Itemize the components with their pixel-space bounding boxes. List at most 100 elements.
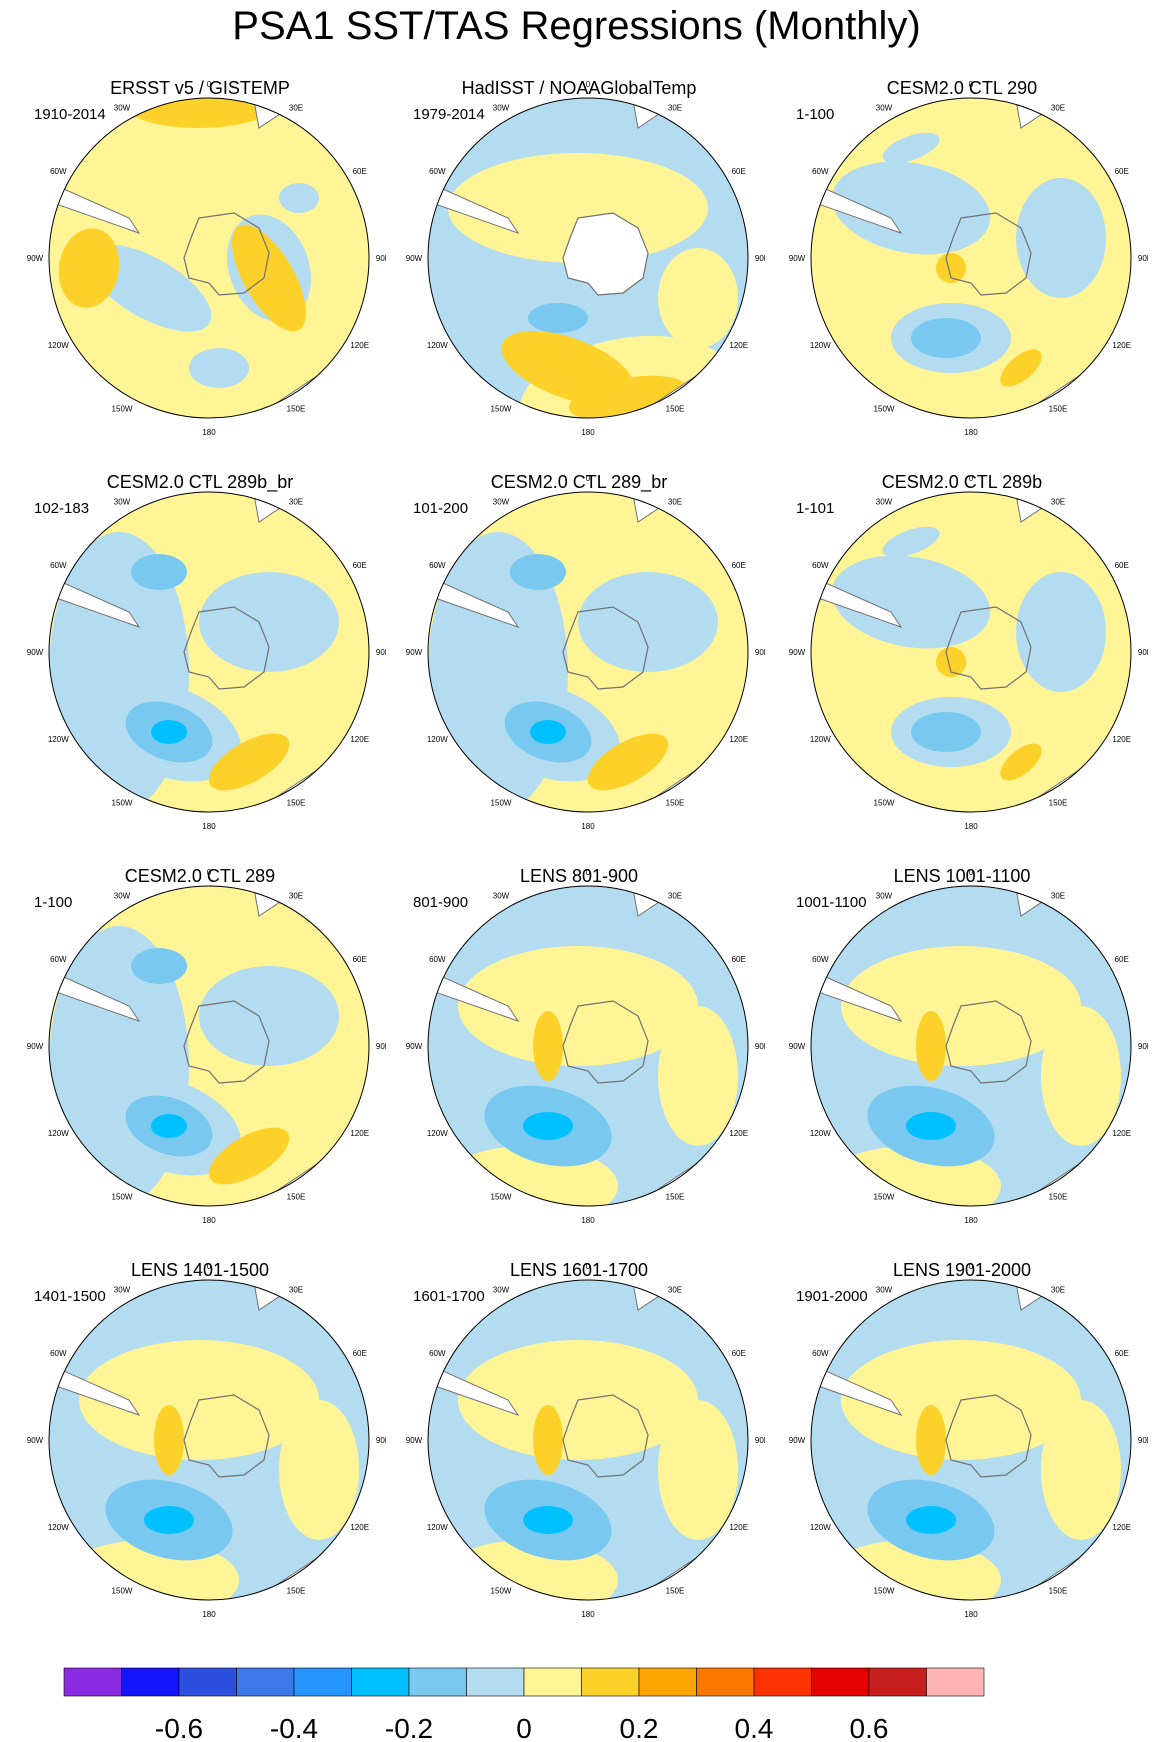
longitude-label: 150E [1049, 1587, 1068, 1596]
longitude-label: 120W [427, 735, 448, 744]
anomaly-region [151, 720, 187, 744]
south-america-land [811, 177, 903, 234]
colorbar-tick-label: 0.6 [850, 1713, 889, 1742]
longitude-label: 150W [491, 1193, 512, 1202]
field-background [49, 98, 369, 418]
colorbar-swatch [63, 1667, 122, 1697]
longitude-label: 180 [202, 1610, 216, 1619]
longitude-label: 60W [812, 167, 829, 176]
longitude-label: 60E [732, 1349, 746, 1358]
longitude-label: 60W [50, 1349, 67, 1358]
longitude-label: 150W [874, 1587, 895, 1596]
anomaly-region [154, 1405, 184, 1475]
colorbar-swatch [293, 1667, 352, 1697]
period-label: 1-101 [796, 500, 835, 517]
longitude-label: 150W [112, 405, 133, 414]
longitude-label: 90W [406, 1436, 423, 1445]
colorbar-swatch [581, 1667, 640, 1697]
south-america-land [811, 1359, 903, 1416]
longitude-label: 30E [1051, 891, 1065, 900]
longitude-label: 90W [406, 648, 423, 657]
period-label: 801-900 [413, 894, 469, 911]
anomaly-region [199, 572, 339, 672]
longitude-label: 0 [586, 474, 591, 483]
anomaly-region [528, 303, 588, 333]
south-america-land [811, 965, 903, 1022]
polar-map: 0 30E 60E 90E 120E 150E 180 150W 120W 90W 60W 30W [406, 80, 765, 437]
period-label: 1001-1100 [796, 894, 867, 911]
period-label: 1401-1500 [34, 1288, 106, 1305]
longitude-label: 60W [429, 167, 446, 176]
anomaly-region [882, 526, 940, 558]
colorbar-swatch [523, 1667, 582, 1697]
colorbar-swatch [121, 1667, 180, 1697]
longitude-label: 120W [810, 735, 831, 744]
anomaly-region [578, 572, 718, 672]
longitude-label: 120W [427, 1129, 448, 1138]
south-america-land [428, 177, 520, 234]
anomaly-region [587, 733, 669, 791]
longitude-label: 90W [789, 1436, 806, 1445]
longitude-label: 60W [429, 561, 446, 570]
south-america-land [428, 1359, 520, 1416]
longitude-label: 120E [1112, 735, 1131, 744]
longitude-label: 30E [289, 497, 303, 506]
longitude-label: 120W [48, 1523, 69, 1532]
panel-title: CESM2.0 CTL 290 [886, 78, 1038, 98]
colorbar-swatch [926, 1667, 985, 1697]
longitude-label: 90E [376, 1436, 386, 1445]
longitude-label: 60E [732, 167, 746, 176]
period-label: 1601-1700 [413, 1288, 485, 1305]
longitude-label: 150E [287, 1193, 306, 1202]
longitude-label: 150W [874, 799, 895, 808]
longitude-label: 150E [287, 405, 306, 414]
anomaly-region [658, 1400, 738, 1540]
longitude-label: 0 [969, 868, 974, 877]
longitude-label: 30E [289, 1285, 303, 1294]
south-america-land [428, 965, 520, 1022]
figure-title: PSA1 SST/TAS Regressions (Monthly) [232, 4, 921, 48]
longitude-label: 120E [350, 735, 369, 744]
longitude-label: 60E [1115, 955, 1129, 964]
longitude-label: 30E [1051, 497, 1065, 506]
colorbar-swatch [868, 1667, 927, 1697]
antarctica-coast [562, 1394, 649, 1478]
anomaly-region [530, 720, 566, 744]
longitude-label: 30W [493, 103, 510, 112]
longitude-label: 90E [1138, 254, 1148, 263]
longitude-label: 120E [350, 341, 369, 350]
longitude-label: 120W [427, 1523, 448, 1532]
antarctica-coast [945, 212, 1032, 296]
anomaly-region [131, 554, 187, 590]
anomaly-region [1041, 1006, 1121, 1146]
longitude-label: 30W [114, 497, 131, 506]
map-border [427, 97, 749, 419]
anomaly-region [911, 712, 981, 752]
panel-title: CESM2.0 CTL 289 [124, 866, 276, 886]
longitude-label: 90W [27, 1436, 44, 1445]
longitude-label: 60E [1115, 167, 1129, 176]
longitude-label: 90W [27, 254, 44, 263]
longitude-label: 60E [353, 167, 367, 176]
longitude-label: 180 [964, 428, 978, 437]
map-border [810, 1279, 1132, 1601]
antarctica-coast [183, 606, 270, 690]
anomaly-region [916, 1011, 946, 1081]
period-label: 102-183 [34, 500, 90, 517]
longitude-label: 90E [1138, 1436, 1148, 1445]
longitude-label: 0 [207, 868, 212, 877]
anomaly-region [533, 1011, 563, 1081]
south-america-land [49, 1359, 141, 1416]
longitude-label: 150W [491, 799, 512, 808]
colorbar-swatch [753, 1667, 812, 1697]
anomaly-region [936, 647, 966, 677]
longitude-label: 120W [48, 735, 69, 744]
colorbar-tick-label: -0.6 [155, 1713, 203, 1742]
panel-title: LENS 1401-1500 [130, 1260, 270, 1280]
longitude-label: 120E [350, 1523, 369, 1532]
anomaly-region [279, 1400, 359, 1540]
longitude-label: 60W [812, 1349, 829, 1358]
